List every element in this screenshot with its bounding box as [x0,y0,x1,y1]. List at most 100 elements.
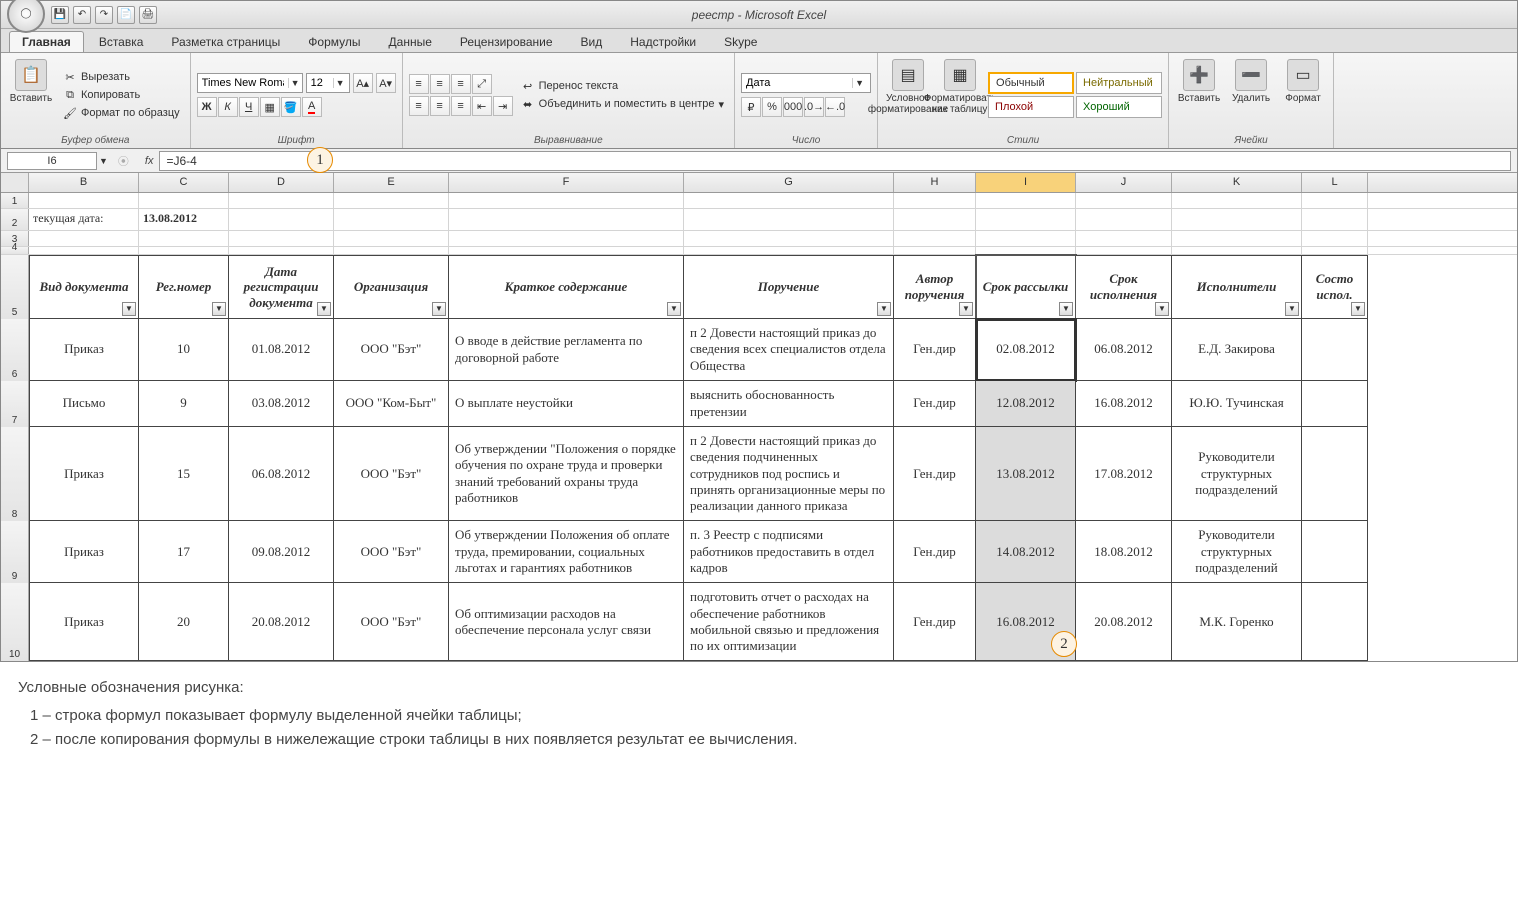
cell[interactable] [1172,231,1302,246]
table-cell[interactable] [1302,319,1368,381]
table-cell[interactable]: Руководители структурных подразделений [1172,427,1302,521]
table-cell[interactable]: 14.08.2012 [976,521,1076,583]
table-cell[interactable]: 01.08.2012 [229,319,334,381]
table-cell[interactable]: 18.08.2012 [1076,521,1172,583]
cell[interactable] [1302,209,1368,230]
table-cell[interactable]: Приказ [29,319,139,381]
qat-button-2[interactable]: ↷ [95,6,113,24]
table-cell[interactable]: подготовить отчет о расходах на обеспече… [684,583,894,661]
cut-button[interactable]: ✂Вырезать [59,69,184,85]
percent-button[interactable]: % [762,97,782,117]
cell[interactable] [334,209,449,230]
cell[interactable] [1076,209,1172,230]
cell[interactable] [139,247,229,254]
table-cell[interactable]: Ген.дир [894,583,976,661]
format-painter-button[interactable]: 🖌Формат по образцу [59,105,184,121]
cell[interactable] [449,209,684,230]
tab-рецензирование[interactable]: Рецензирование [447,31,566,52]
table-cell[interactable]: М.К. Горенко [1172,583,1302,661]
cell[interactable]: текущая дата: [29,209,139,230]
cell[interactable] [684,193,894,208]
column-header-E[interactable]: E [334,173,449,192]
currency-button[interactable]: ₽ [741,97,761,117]
table-cell[interactable] [1302,381,1368,427]
table-cell[interactable]: 03.08.2012 [229,381,334,427]
cell[interactable] [1076,247,1172,254]
cell[interactable] [449,247,684,254]
fx-button[interactable]: fx [139,155,160,167]
cell[interactable] [684,231,894,246]
align-middle-button[interactable]: ≡ [430,74,450,94]
name-box-arrow[interactable]: ▼ [99,156,108,166]
table-cell[interactable]: Об утверждении "Положения о порядке обуч… [449,427,684,521]
column-header-J[interactable]: J [1076,173,1172,192]
cell[interactable] [29,247,139,254]
chevron-down-icon[interactable]: ▼ [288,78,302,88]
cell[interactable] [1076,193,1172,208]
column-header-G[interactable]: G [684,173,894,192]
row-header[interactable]: 8 [1,427,29,521]
row-header[interactable]: 9 [1,521,29,583]
cell[interactable] [1172,209,1302,230]
align-top-button[interactable]: ≡ [409,74,429,94]
format-as-table-button[interactable]: ▦Форматировать как таблицу [936,57,984,133]
column-header-K[interactable]: K [1172,173,1302,192]
table-cell[interactable]: 02.08.2012 [976,319,1076,381]
cell[interactable] [976,231,1076,246]
table-cell[interactable]: Об утверждении Положения об оплате труда… [449,521,684,583]
cell[interactable] [1172,247,1302,254]
table-cell[interactable]: выяснить обоснованность претензии [684,381,894,427]
table-cell[interactable]: Приказ [29,427,139,521]
row-header[interactable]: 2 [1,209,29,230]
table-cell[interactable]: 20 [139,583,229,661]
cell[interactable] [684,247,894,254]
qat-button-0[interactable]: 💾 [51,6,69,24]
align-right-button[interactable]: ≡ [451,96,471,116]
cell[interactable] [334,231,449,246]
row-header[interactable]: 7 [1,381,29,427]
border-button[interactable]: ▦ [260,97,280,117]
tab-формулы[interactable]: Формулы [295,31,373,52]
cell[interactable] [684,209,894,230]
paste-button[interactable]: 📋Вставить [7,57,55,133]
style-neutral[interactable]: Нейтральный [1076,72,1162,94]
select-all-corner[interactable] [1,173,29,192]
qat-button-3[interactable]: 📄 [117,6,135,24]
table-cell[interactable]: Об оптимизации расходов на обеспечение п… [449,583,684,661]
table-cell[interactable]: ООО "Бэт" [334,521,449,583]
column-header-H[interactable]: H [894,173,976,192]
cell[interactable] [449,231,684,246]
cell[interactable] [976,209,1076,230]
decrease-decimal-button[interactable]: ←.0 [825,97,845,117]
style-good[interactable]: Хороший [1076,96,1162,118]
cell[interactable] [229,209,334,230]
grow-font-button[interactable]: A▴ [353,73,373,93]
font-size-input[interactable] [307,77,333,89]
filter-button[interactable]: ▼ [1155,302,1169,316]
table-cell[interactable]: 17 [139,521,229,583]
filter-button[interactable]: ▼ [212,302,226,316]
cell[interactable] [449,193,684,208]
cell[interactable] [894,247,976,254]
table-cell[interactable] [1302,427,1368,521]
cell[interactable]: 13.08.2012 [139,209,229,230]
wrap-text-button[interactable]: ↩Перенос текста [517,78,728,94]
tab-вставка[interactable]: Вставка [86,31,157,52]
office-button[interactable]: ◯ [7,0,45,33]
table-cell[interactable]: 06.08.2012 [229,427,334,521]
row-header[interactable]: 10 [1,583,29,661]
row-header[interactable]: 6 [1,319,29,381]
tab-вид[interactable]: Вид [568,31,616,52]
table-cell[interactable]: Письмо [29,381,139,427]
filter-button[interactable]: ▼ [667,302,681,316]
cell[interactable] [1302,231,1368,246]
cell[interactable] [229,247,334,254]
filter-button[interactable]: ▼ [877,302,891,316]
table-cell[interactable]: 20.08.2012 [1076,583,1172,661]
table-cell[interactable]: ООО "Ком-Быт" [334,381,449,427]
table-cell[interactable]: Ген.дир [894,381,976,427]
filter-button[interactable]: ▼ [1059,302,1073,316]
qat-button-4[interactable]: 🖨 [139,6,157,24]
table-cell[interactable]: ООО "Бэт" [334,583,449,661]
cell[interactable] [976,193,1076,208]
